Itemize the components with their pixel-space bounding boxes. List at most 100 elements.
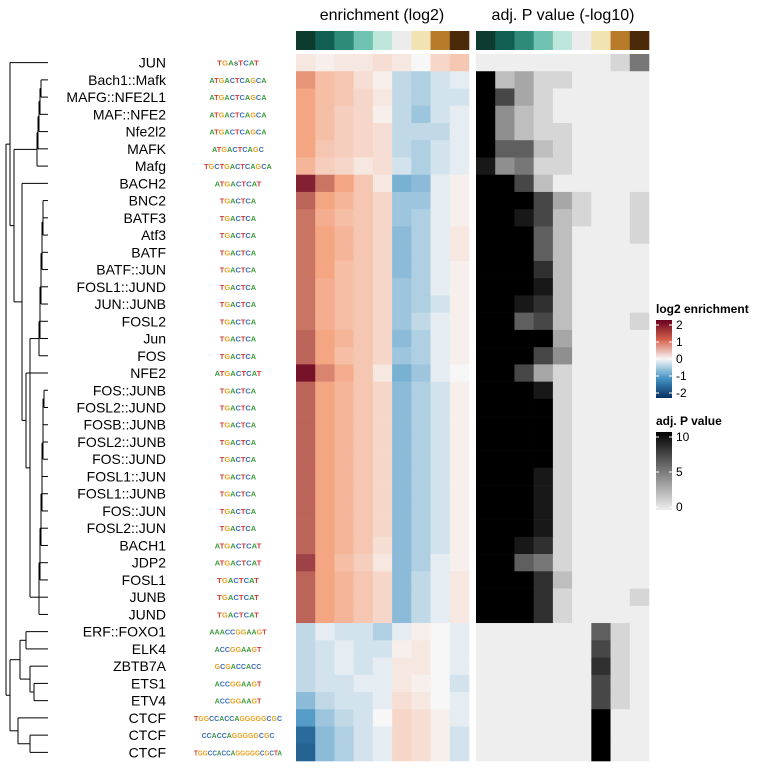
enrichment-cell (372, 347, 393, 365)
motif-logo: ATGACTCAGCA (209, 95, 266, 102)
pvalue-cell (495, 209, 515, 227)
pvalue-cell (552, 416, 573, 434)
pvalue-cell (629, 605, 650, 624)
pvalue-cell (610, 571, 631, 589)
motif-logo: TGACTCA (220, 509, 256, 516)
pvalue-cell (495, 347, 515, 365)
enrichment-cell (392, 674, 412, 693)
enrichment-cell (411, 674, 431, 693)
enrichment-cell (315, 140, 335, 158)
pvalue-cell (514, 467, 534, 486)
enrichment-cell (392, 398, 412, 417)
pvalue-cell (629, 295, 650, 313)
enrichment-cell (334, 450, 354, 469)
enrichment-cell (449, 209, 470, 227)
enrichment-cell (392, 743, 412, 762)
enrichment-cell (392, 485, 412, 503)
pvalue-cell (572, 554, 592, 572)
pvalue-cell (514, 381, 534, 400)
annotation-cell (572, 31, 592, 50)
enrichment-cell (449, 243, 470, 262)
enrichment-cell (372, 329, 393, 348)
pvalue-cell (572, 485, 592, 503)
pvalue-cell (572, 623, 592, 641)
pvalue-cell (591, 105, 611, 124)
pvalue-cell (610, 71, 631, 89)
enrichment-cell (372, 657, 393, 676)
pvalue-cell (629, 536, 650, 555)
enrichment-cell (334, 709, 354, 727)
enrichment-cell (430, 709, 451, 727)
enrichment-cell (392, 174, 412, 193)
enrichment-cell (296, 88, 316, 107)
enrichment-cell (334, 364, 354, 382)
enrichment-cell (430, 157, 451, 176)
pvalue-cell (495, 416, 515, 434)
enrichment-cell (372, 416, 393, 434)
row-label: BATF3 (123, 210, 166, 226)
motif-logo: TGGCCACCAGGGGGCGCTA (194, 750, 282, 757)
enrichment-cell (430, 674, 451, 693)
enrichment-cell (296, 381, 316, 400)
enrichment-cell (296, 398, 316, 417)
pvalue-cell (552, 536, 573, 555)
pvalue-cell (476, 674, 496, 693)
pvalue-cell (552, 485, 573, 503)
row-label: FOSL1::JUND (77, 279, 166, 295)
enrichment-cell (411, 726, 431, 745)
enrichment-cell (372, 554, 393, 572)
pvalue-cell (629, 364, 650, 382)
enrichment-cell (334, 140, 354, 158)
enrichment-cell (372, 467, 393, 486)
enrichment-cell (353, 140, 374, 158)
pvalue-cell (610, 140, 631, 158)
row-label: BACH2 (119, 175, 166, 191)
pvalue-cell (629, 347, 650, 365)
annotation-cell (372, 31, 393, 50)
pvalue-cell (533, 588, 554, 607)
enrichment-cell (430, 519, 451, 538)
enrichment-cell (392, 191, 412, 210)
pvalue-cell (572, 743, 592, 762)
pvalue-cell (552, 329, 573, 348)
pvalue-cell (514, 605, 534, 624)
motif-logo: CCACCAGGGGGCGC (202, 733, 275, 740)
pvalue-cell (476, 88, 496, 107)
enrichment-cell (449, 726, 470, 745)
enrichment-cell (430, 278, 451, 296)
pvalue-cell (476, 588, 496, 607)
enrichment-cell (315, 88, 335, 107)
row-label: Bach1::Mafk (88, 72, 167, 88)
enrichment-cell (334, 347, 354, 365)
pvalue-cell (610, 692, 631, 710)
legend-colorbar-pvalue (656, 432, 672, 510)
row-label: Mafg (135, 158, 166, 174)
enrichment-cell (392, 295, 412, 313)
enrichment-cell (449, 347, 470, 365)
enrichment-cell (315, 657, 335, 676)
pvalue-cell (629, 174, 650, 193)
pvalue-cell (610, 347, 631, 365)
pvalue-cell (495, 329, 515, 348)
pvalue-cell (495, 657, 515, 676)
pvalue-cell (476, 260, 496, 279)
pvalue-cell (572, 347, 592, 365)
pvalue-cell (476, 105, 496, 124)
enrichment-cell (353, 122, 374, 141)
enrichment-cell (353, 88, 374, 107)
motif-logo: ATGACTCAT (215, 543, 263, 550)
row-label: FOSL2::JUNB (77, 434, 166, 450)
pvalue-cell (591, 640, 611, 658)
enrichment-cell (315, 485, 335, 503)
enrichment-cell (449, 502, 470, 520)
enrichment-cell (334, 329, 354, 348)
pvalue-cell (514, 105, 534, 124)
enrichment-cell (392, 502, 412, 520)
pvalue-cell (591, 278, 611, 296)
pvalue-cell (591, 295, 611, 313)
enrichment-cell (392, 726, 412, 745)
pvalue-cell (533, 312, 554, 331)
motif-logo: ATGACTCAGCA (209, 112, 266, 119)
enrichment-cell (372, 278, 393, 296)
pvalue-cell (476, 191, 496, 210)
